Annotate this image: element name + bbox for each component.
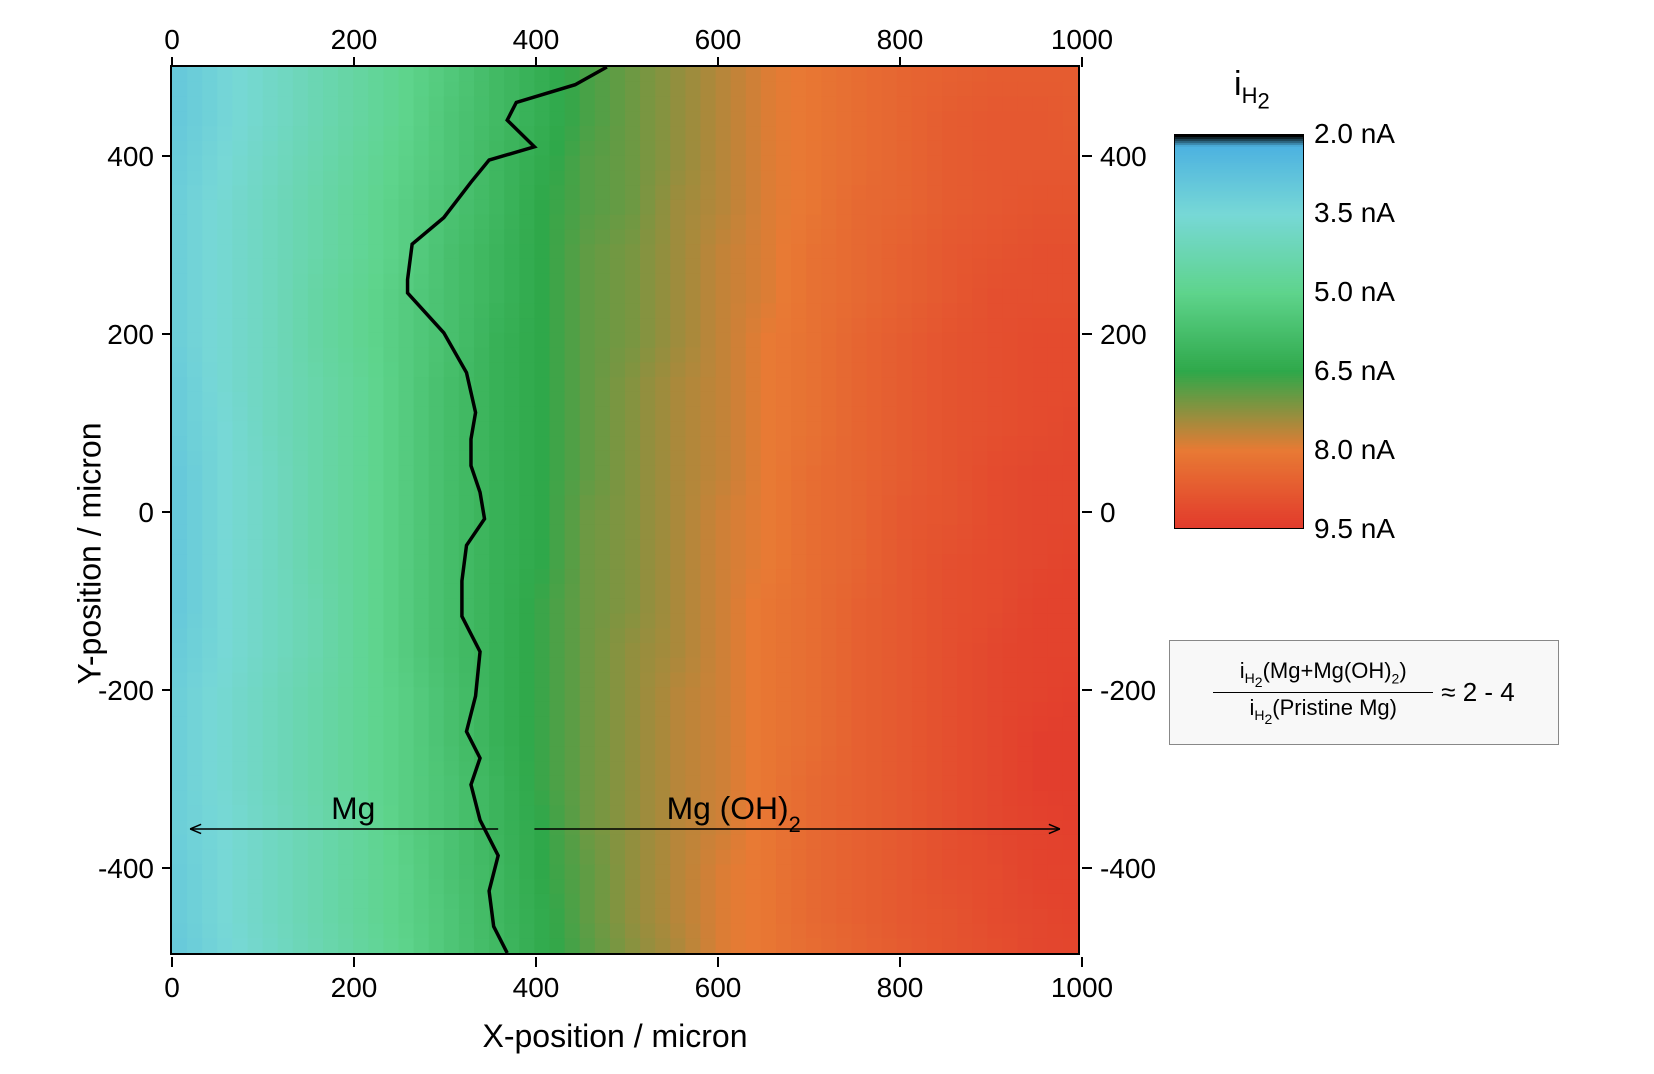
ratio-denominator: iH2(Pristine Mg) (1245, 693, 1401, 729)
colorbar-tick-label: 8.0 nA (1314, 434, 1395, 466)
svg-text:400: 400 (1100, 141, 1147, 172)
svg-text:0: 0 (1100, 497, 1116, 528)
svg-text:-200: -200 (1100, 675, 1156, 706)
ratio-content: iH2(Mg+Mg(OH)2) iH2(Pristine Mg) ≈ 2 - 4 (1213, 656, 1515, 729)
ratio-rhs: ≈ 2 - 4 (1441, 677, 1515, 708)
chart-container: Y-position / micron MgMg (OH)2 002002004… (90, 10, 1140, 1060)
svg-text:600: 600 (695, 972, 742, 1003)
svg-text:600: 600 (695, 24, 742, 55)
ratio-numerator: iH2(Mg+Mg(OH)2) (1236, 656, 1411, 692)
colorbar-legend: iH2 2.0 nA3.5 nA5.0 nA6.5 nA8.0 nA9.5 nA (1174, 65, 1554, 529)
ratio-fraction: iH2(Mg+Mg(OH)2) iH2(Pristine Mg) (1213, 656, 1433, 729)
svg-text:1000: 1000 (1051, 972, 1113, 1003)
svg-text:200: 200 (331, 24, 378, 55)
svg-text:800: 800 (877, 972, 924, 1003)
svg-text:-400: -400 (98, 853, 154, 884)
axes-overlay: 0 0 200 200 400 400 600 600 800 800 1000 1000 -400 -2… (92, 12, 1162, 1017)
svg-text:-400: -400 (1100, 853, 1156, 884)
svg-text:400: 400 (513, 24, 560, 55)
colorbar-tick-label: 3.5 nA (1314, 197, 1395, 229)
svg-text:0: 0 (164, 972, 180, 1003)
colorbar (1174, 134, 1304, 529)
ratio-box: iH2(Mg+Mg(OH)2) iH2(Pristine Mg) ≈ 2 - 4 (1169, 640, 1559, 745)
svg-text:800: 800 (877, 24, 924, 55)
svg-text:-200: -200 (98, 675, 154, 706)
colorbar-tick-label: 5.0 nA (1314, 276, 1395, 308)
svg-text:1000: 1000 (1051, 24, 1113, 55)
x-axis-title: X-position / micron (483, 1018, 748, 1055)
svg-text:400: 400 (107, 141, 154, 172)
svg-text:200: 200 (331, 972, 378, 1003)
colorbar-tick-label: 9.5 nA (1314, 513, 1395, 545)
svg-text:200: 200 (107, 319, 154, 350)
colorbar-wrap: 2.0 nA3.5 nA5.0 nA6.5 nA8.0 nA9.5 nA (1174, 134, 1554, 529)
colorbar-tick-label: 2.0 nA (1314, 118, 1395, 150)
svg-text:400: 400 (513, 972, 560, 1003)
colorbar-labels: 2.0 nA3.5 nA5.0 nA6.5 nA8.0 nA9.5 nA (1314, 134, 1454, 529)
colorbar-title: iH2 (1234, 65, 1554, 114)
plot-area: MgMg (OH)2 00200200400400600600800800100… (170, 65, 1080, 955)
svg-text:200: 200 (1100, 319, 1147, 350)
colorbar-tick-label: 6.5 nA (1314, 355, 1395, 387)
svg-text:0: 0 (138, 497, 154, 528)
svg-text:0: 0 (164, 24, 180, 55)
